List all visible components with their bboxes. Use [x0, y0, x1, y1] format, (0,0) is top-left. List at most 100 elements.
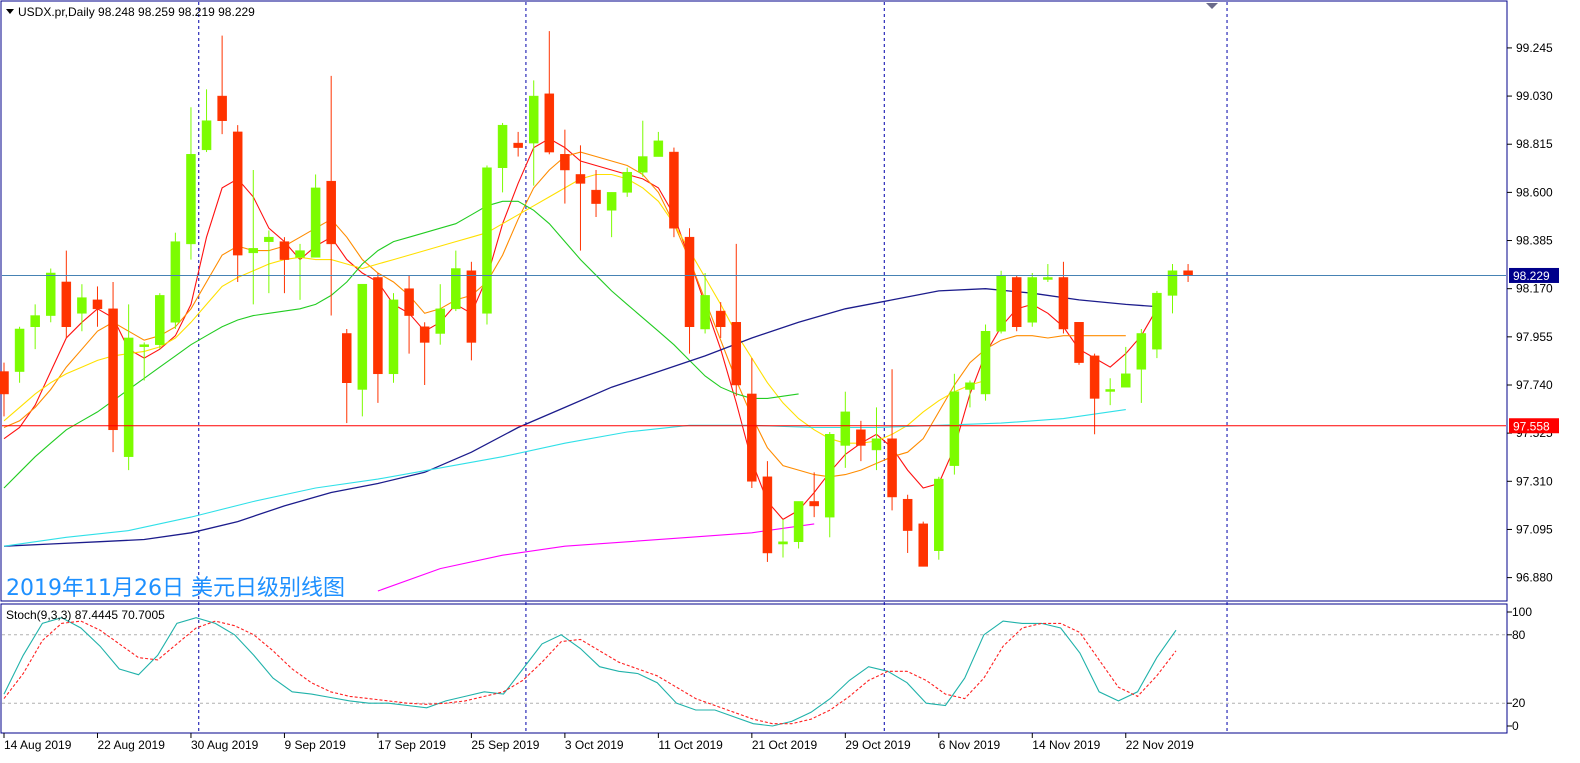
candle-body	[279, 241, 290, 260]
support-price-badge	[1509, 418, 1559, 434]
candle-body	[1058, 277, 1069, 330]
candle-body	[451, 268, 461, 310]
candle-body	[217, 95, 227, 121]
date-tick-label: 25 Sep 2019	[471, 738, 539, 752]
candle-body	[980, 330, 991, 395]
stoch-tick-label: 100	[1512, 605, 1532, 619]
candle-body	[871, 438, 882, 451]
candle-body	[544, 93, 555, 153]
candle-body	[155, 295, 165, 345]
candle-body	[404, 288, 414, 316]
candle-body	[591, 189, 601, 204]
horizontal-lines	[2, 274, 1506, 427]
candle-body	[949, 391, 960, 466]
date-tick-label: 3 Oct 2019	[565, 738, 624, 752]
candle-body	[1121, 373, 1131, 388]
candle-body	[373, 277, 383, 375]
candle-body	[715, 310, 726, 328]
candle-body	[264, 236, 274, 242]
candle-body	[170, 241, 181, 323]
candle-body	[201, 120, 212, 151]
candle-body	[856, 429, 866, 446]
candle-body	[887, 438, 897, 498]
ma30-line	[3, 200, 799, 489]
candle-body	[1105, 389, 1115, 392]
candle-body	[934, 478, 944, 551]
date-tick-label: 22 Nov 2019	[1126, 738, 1194, 752]
price-tick-label: 98.170	[1516, 282, 1553, 296]
date-tick-label: 22 Aug 2019	[97, 738, 165, 752]
candle-body	[326, 180, 336, 245]
price-tick-label: 97.095	[1516, 522, 1553, 536]
candle-body	[92, 299, 103, 310]
main-panel	[0, 0, 1508, 602]
candle-body	[388, 299, 399, 375]
candle-body	[1027, 277, 1038, 323]
candle-body	[560, 154, 570, 171]
date-tick-label: 17 Sep 2019	[378, 738, 446, 752]
stoch-panel	[0, 603, 1508, 734]
candle-body	[902, 498, 913, 531]
date-tick-label: 9 Sep 2019	[284, 738, 346, 752]
date-tick-label: 14 Nov 2019	[1032, 738, 1100, 752]
candle-body	[1089, 355, 1100, 399]
price-tick-label: 98.815	[1516, 137, 1553, 151]
candle-body	[996, 274, 1006, 332]
date-tick-label: 29 Oct 2019	[845, 738, 911, 752]
candle-body	[77, 297, 87, 314]
price-tick-label: 99.245	[1516, 41, 1553, 55]
candle-body	[295, 250, 305, 258]
candle-body	[1043, 277, 1053, 280]
chart-shift-marker[interactable]	[1206, 3, 1218, 9]
candle-body	[606, 192, 617, 211]
time-axis: 14 Aug 2019 22 Aug 2019 30 Aug 2019 9 Sep 2…	[3, 733, 1194, 752]
candle-body	[653, 140, 664, 157]
candle-body	[513, 142, 523, 148]
candle-body	[824, 434, 835, 518]
candle-body	[840, 411, 851, 446]
stoch-tick-label: 0	[1512, 719, 1519, 733]
candle-body	[435, 308, 445, 334]
price-tick-label: 97.310	[1516, 474, 1553, 488]
candle-body	[30, 315, 40, 328]
grid-layer	[2, 2, 1506, 733]
candle-body	[232, 131, 243, 256]
ma250-line	[377, 523, 815, 592]
symbol-dropdown-icon[interactable]	[6, 9, 14, 14]
candle-body	[1167, 270, 1178, 296]
candle-body	[186, 154, 196, 245]
price-tick-label: 97.955	[1516, 330, 1553, 344]
candle-body	[762, 476, 773, 554]
candle-body	[1152, 292, 1162, 350]
date-tick-label: 30 Aug 2019	[191, 738, 259, 752]
candle-body	[528, 95, 539, 144]
candle-body	[61, 281, 72, 328]
stoch-tick-label: 80	[1512, 628, 1526, 642]
candle-body	[1011, 277, 1022, 328]
candle-body	[482, 167, 492, 314]
price-tick-label: 97.740	[1516, 378, 1553, 392]
candle-body	[918, 523, 928, 567]
candle-body	[248, 248, 259, 254]
candle-body	[731, 322, 742, 386]
candle-body	[310, 187, 321, 258]
candle-body	[466, 270, 477, 343]
price-tick-label: 96.880	[1516, 571, 1553, 585]
symbol-info: USDX.pr,Daily 98.248 98.259 98.219 98.22…	[18, 5, 255, 19]
stoch-tick-label: 20	[1512, 696, 1526, 710]
candle-body	[793, 501, 804, 543]
stoch-label: Stoch(9,3,3) 87.4445 70.7005	[6, 608, 165, 622]
ma60-line	[3, 288, 1157, 547]
candle-body	[357, 283, 368, 390]
chart-caption: 2019年11月26日 美元日级别线图	[6, 576, 345, 601]
candle-body	[139, 344, 149, 347]
date-tick-label: 21 Oct 2019	[752, 738, 818, 752]
stoch-main-line	[3, 617, 1177, 727]
candle-body	[778, 541, 788, 545]
candle-body	[0, 371, 9, 395]
candle-body	[684, 236, 695, 328]
candle-body	[965, 382, 975, 390]
date-tick-label: 14 Aug 2019	[4, 738, 72, 752]
candle-body	[1183, 270, 1193, 276]
candle-body	[419, 326, 430, 343]
